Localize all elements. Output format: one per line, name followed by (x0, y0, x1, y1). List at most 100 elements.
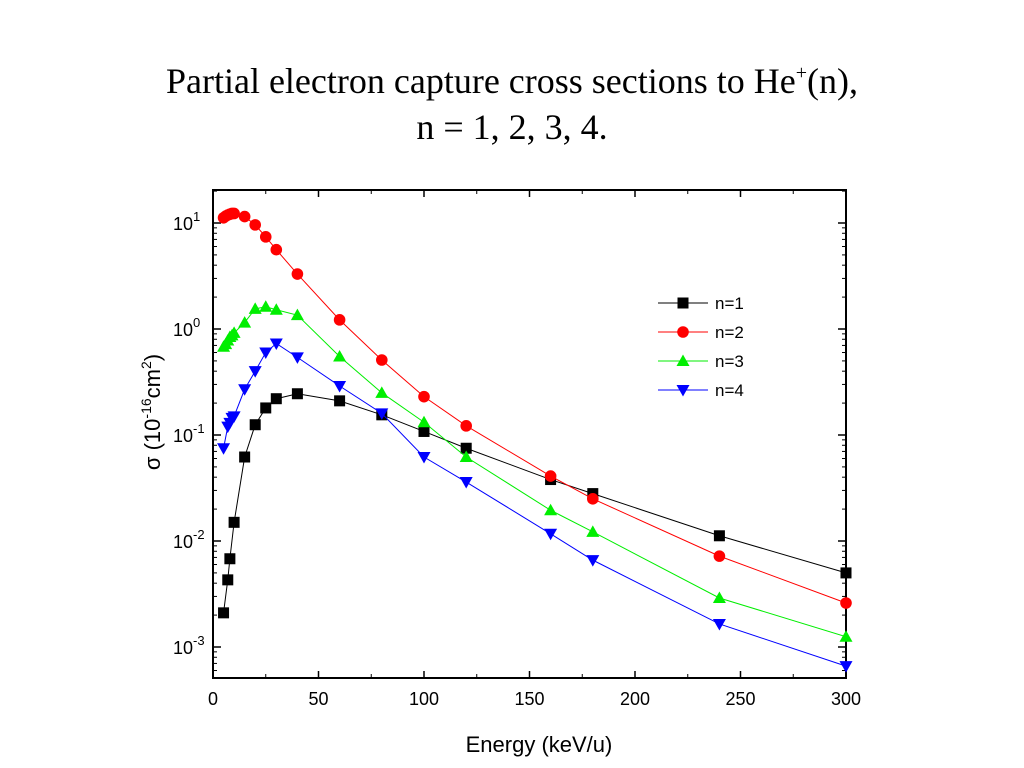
data-point (587, 493, 599, 505)
data-point (217, 443, 231, 455)
data-point (418, 390, 430, 403)
legend-marker (677, 297, 689, 309)
y-axis-title-suffix: ) (140, 354, 165, 361)
data-point (224, 553, 236, 565)
y-axis-title-unit-exp: 2 (138, 361, 154, 369)
data-point (713, 530, 725, 542)
slide-title-line1: Partial electron capture cross sections … (0, 58, 1024, 104)
data-point (712, 618, 726, 631)
legend-item: n=1 (658, 294, 744, 313)
y-tick-label: 100 (173, 315, 200, 340)
series-n4 (217, 338, 853, 673)
y-axis-title-exp: -16 (138, 398, 154, 418)
data-point (270, 243, 283, 256)
data-point (248, 302, 262, 314)
data-point (270, 393, 282, 405)
title-text-pre: Partial electron capture cross sections … (165, 61, 796, 101)
data-point (333, 380, 347, 393)
x-tick-label: 50 (308, 689, 328, 709)
series-line (223, 393, 847, 613)
data-point (839, 630, 853, 642)
legend-label: n=2 (715, 323, 744, 342)
data-point (290, 352, 304, 364)
series-line (223, 212, 847, 604)
x-tick-label: 100 (409, 689, 439, 709)
legend-marker (677, 326, 689, 338)
y-tick-label: 101 (173, 209, 200, 234)
data-point (586, 525, 600, 537)
data-point (333, 314, 346, 326)
data-point (228, 516, 240, 528)
x-tick-label: 300 (831, 689, 861, 709)
data-point (227, 326, 241, 338)
chart-legend: n=1 n=2 n=3 n=4 (658, 294, 744, 400)
legend-item: n=4 (658, 381, 744, 400)
series-line (223, 342, 847, 667)
data-point (238, 384, 252, 396)
y-axis-title-prefix: σ (10 (140, 419, 165, 471)
data-point (227, 411, 241, 423)
legend-marker (676, 385, 690, 397)
y-axis-title-unit: cm (140, 369, 165, 398)
data-point (238, 316, 252, 328)
data-point (544, 528, 558, 541)
data-point (291, 388, 303, 400)
legend-marker (676, 354, 690, 366)
data-point (269, 303, 283, 315)
data-point (459, 477, 473, 489)
slide-title: Partial electron capture cross sections … (0, 58, 1024, 150)
y-tick-label: 10-1 (173, 421, 205, 446)
series-n3 (217, 300, 853, 642)
series-n2 (217, 207, 852, 609)
data-point (222, 574, 234, 586)
data-point (460, 442, 472, 454)
series-n1 (218, 388, 852, 619)
data-point (544, 470, 557, 482)
data-point (460, 420, 473, 432)
data-point (248, 366, 262, 378)
data-point (376, 354, 388, 366)
y-tick-label: 10-3 (173, 633, 205, 658)
title-superscript: + (795, 62, 808, 84)
chart-series (217, 207, 853, 673)
title-text-post: (n), (807, 61, 859, 101)
data-point (586, 555, 600, 567)
data-point (249, 419, 261, 431)
data-point (840, 597, 852, 609)
legend-item: n=2 (658, 323, 744, 342)
data-point (260, 402, 272, 414)
chart-axes: 0 50 100 150 200 250 300 10-3 10-2 10-1 100 101 (173, 189, 861, 709)
legend-label: n=4 (715, 381, 744, 400)
data-point (228, 207, 240, 220)
y-axis-title: σ (10-16cm2) (138, 354, 165, 470)
data-point (259, 300, 273, 312)
x-tick-label: 200 (620, 689, 650, 709)
data-point (839, 661, 853, 673)
data-point (291, 268, 304, 280)
data-point (713, 550, 726, 562)
x-tick-label: 0 (208, 689, 218, 709)
x-axis-title: Energy (keV/u) (466, 732, 613, 757)
data-point (259, 231, 272, 243)
data-point (375, 386, 389, 398)
data-point (239, 451, 251, 463)
data-point (333, 350, 347, 362)
data-point (290, 308, 304, 321)
x-tick-label: 150 (514, 689, 544, 709)
data-point (417, 415, 431, 428)
series-line (223, 306, 847, 638)
data-point (840, 567, 852, 579)
data-point (334, 395, 346, 407)
data-point (269, 338, 283, 350)
legend-label: n=1 (715, 294, 744, 313)
data-point (544, 503, 558, 516)
data-point (218, 607, 230, 619)
slide-title-line2: n = 1, 2, 3, 4. (416, 107, 608, 147)
data-point (375, 408, 389, 420)
y-tick-label: 10-2 (173, 527, 205, 552)
plot-frame (212, 189, 847, 679)
data-point (712, 591, 726, 603)
data-point (259, 347, 273, 360)
data-point (418, 425, 430, 437)
